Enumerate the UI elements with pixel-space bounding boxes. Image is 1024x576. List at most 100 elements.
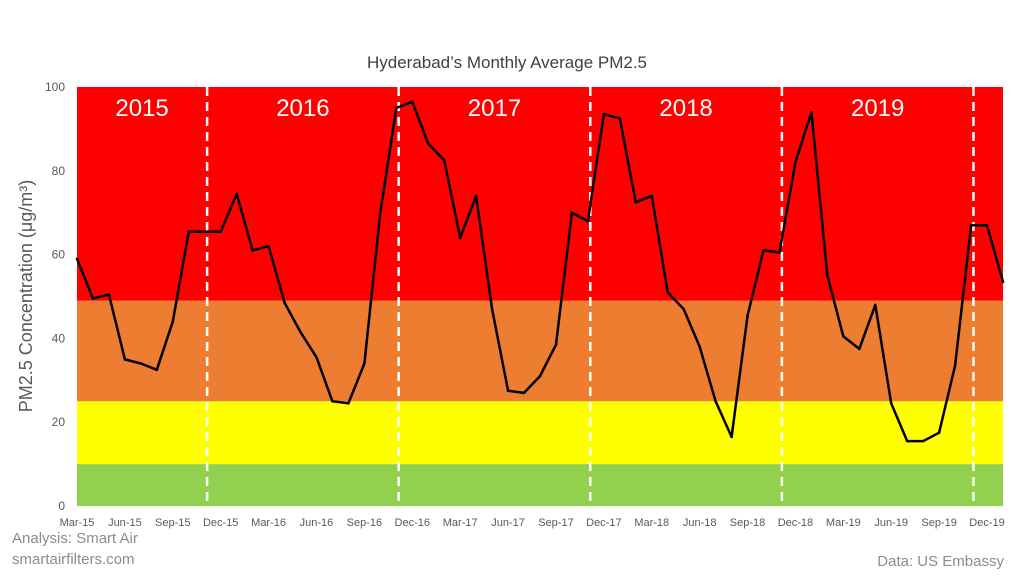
data-point xyxy=(410,100,414,103)
y-axis-ticks: 0 20 40 60 80 100 xyxy=(45,80,65,513)
data-point xyxy=(299,330,302,334)
year-label-2017: 2017 xyxy=(468,95,521,122)
data-point xyxy=(219,230,222,233)
year-label-2016: 2016 xyxy=(276,95,329,122)
data-source-credit: Data: US Embassy xyxy=(877,553,1004,570)
data-point xyxy=(714,399,717,403)
data-point xyxy=(586,219,590,223)
data-point xyxy=(474,194,478,198)
data-point xyxy=(331,399,334,403)
data-point xyxy=(905,439,909,443)
website-credit: smartairfilters.com xyxy=(12,551,135,568)
aqi-band-0 xyxy=(77,464,1003,506)
x-tick-label: Jun-16 xyxy=(300,517,334,529)
aqi-bands xyxy=(77,87,1003,506)
x-tick-label: Mar-15 xyxy=(60,517,95,529)
data-point xyxy=(682,307,685,311)
data-point xyxy=(522,391,526,395)
data-point xyxy=(570,211,574,214)
data-point xyxy=(778,251,781,254)
x-tick-label: Sep-17 xyxy=(538,517,573,529)
x-tick-label: Sep-16 xyxy=(347,517,382,529)
data-point xyxy=(985,223,989,227)
x-tick-label: Jun-19 xyxy=(874,517,908,529)
y-tick-label: 80 xyxy=(52,164,66,178)
data-point xyxy=(75,257,79,261)
data-point xyxy=(921,439,925,443)
data-point xyxy=(618,117,622,120)
data-point xyxy=(283,301,286,305)
data-point xyxy=(969,223,973,227)
data-point xyxy=(155,368,159,372)
data-point xyxy=(235,192,238,196)
data-point xyxy=(1001,280,1005,284)
data-point xyxy=(762,249,765,252)
data-point xyxy=(858,347,861,351)
data-point xyxy=(107,293,111,296)
data-point xyxy=(746,314,749,317)
x-tick-label: Mar-17 xyxy=(443,517,478,529)
data-point xyxy=(953,364,957,367)
data-point xyxy=(794,161,797,164)
data-point xyxy=(203,230,207,233)
chart-title: Hyderabad’s Monthly Average PM2.5 xyxy=(367,53,647,72)
data-point xyxy=(251,249,254,252)
data-point xyxy=(395,106,398,110)
data-point xyxy=(634,200,638,204)
y-tick-label: 0 xyxy=(58,499,65,513)
aqi-band-2 xyxy=(77,300,1003,402)
data-point xyxy=(826,274,829,277)
y-tick-label: 60 xyxy=(52,248,66,262)
data-point xyxy=(842,335,845,338)
x-tick-label: Dec-17 xyxy=(586,517,621,529)
y-tick-label: 40 xyxy=(52,331,66,345)
data-point xyxy=(426,142,430,145)
data-point xyxy=(698,345,701,349)
data-point xyxy=(810,110,813,114)
y-tick-label: 20 xyxy=(52,415,66,429)
x-tick-label: Sep-15 xyxy=(155,517,190,529)
data-point xyxy=(538,374,542,378)
x-tick-label: Jun-15 xyxy=(108,517,142,529)
data-point xyxy=(315,355,318,359)
x-tick-label: Dec-15 xyxy=(203,517,238,529)
x-tick-label: Mar-19 xyxy=(826,517,861,529)
data-point xyxy=(379,211,382,214)
x-tick-label: Dec-16 xyxy=(395,517,430,529)
x-tick-label: Mar-16 xyxy=(251,517,286,529)
x-axis-ticks: Mar-15 Jun-15 Sep-15 Dec-15 Mar-16 Jun-16 Sep-… xyxy=(60,517,1005,529)
x-tick-label: Sep-18 xyxy=(730,517,765,529)
data-point xyxy=(873,303,877,307)
data-point xyxy=(506,389,510,393)
data-point xyxy=(139,362,143,365)
year-label-2019: 2019 xyxy=(851,95,904,122)
data-point xyxy=(347,402,350,405)
x-tick-label: Jun-18 xyxy=(683,517,717,529)
y-axis-label: PM2.5 Concentration (μg/m³) xyxy=(16,180,36,412)
data-point xyxy=(363,362,366,365)
year-dividers xyxy=(205,87,975,506)
x-tick-label: Jun-17 xyxy=(491,517,525,529)
x-tick-label: Dec-18 xyxy=(778,517,813,529)
data-point xyxy=(442,159,446,162)
data-point xyxy=(91,297,95,300)
year-label-2015: 2015 xyxy=(115,95,168,122)
year-label-2018: 2018 xyxy=(659,95,712,122)
data-point xyxy=(267,244,270,248)
y-tick-label: 100 xyxy=(45,80,65,94)
aqi-band-1 xyxy=(77,401,1003,465)
data-point xyxy=(602,112,606,116)
data-point xyxy=(666,291,670,294)
data-point xyxy=(458,236,462,240)
x-tick-label: Dec-19 xyxy=(969,517,1004,529)
data-point xyxy=(889,402,893,405)
x-tick-label: Sep-19 xyxy=(921,517,956,529)
data-point xyxy=(171,320,175,323)
analysis-credit: Analysis: Smart Air xyxy=(12,530,138,547)
data-point xyxy=(650,194,654,198)
data-point xyxy=(730,435,733,439)
data-point xyxy=(490,307,494,311)
data-point xyxy=(123,358,127,361)
aqi-band-3 xyxy=(77,87,1003,301)
